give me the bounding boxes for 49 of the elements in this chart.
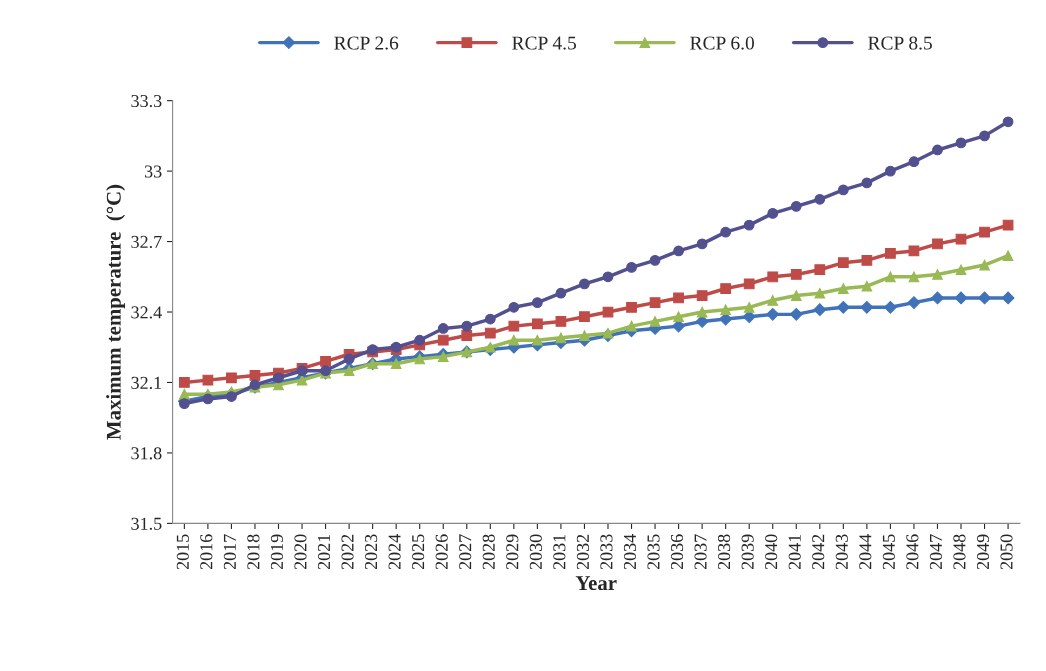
legend-label: RCP 2.6 — [334, 36, 399, 50]
x-tick-label: 2035 — [647, 534, 660, 570]
x-tick-label: 2027 — [459, 534, 472, 570]
x-tick-label: 2018 — [247, 534, 260, 570]
x-tick-label: 2028 — [482, 534, 495, 570]
x-tick-label: 2026 — [435, 534, 448, 570]
y-axis-title: Maximum temperature (°C) — [106, 184, 126, 440]
legend-label: RCP 4.5 — [512, 36, 577, 50]
x-tick-label: 2029 — [506, 534, 519, 570]
y-tick-label: 32.1 — [131, 376, 162, 389]
y-tick-label: 32.7 — [131, 235, 162, 249]
x-tick-label: 2021 — [317, 534, 331, 570]
x-tick-label: 2030 — [529, 534, 542, 570]
x-tick-label: 2048 — [953, 534, 966, 570]
y-tick-label: 33.3 — [131, 94, 162, 108]
x-tick-label: 2038 — [718, 534, 731, 570]
x-tick-label: 2041 — [788, 534, 801, 570]
x-tick-label: 2015 — [176, 534, 189, 570]
legend-label: RCP 8.5 — [868, 36, 932, 50]
x-tick-label: 2025 — [412, 534, 425, 570]
x-tick-label: 2020 — [294, 534, 307, 570]
y-tick-label: 32.4 — [131, 306, 162, 319]
x-tick-label: 2050 — [1000, 534, 1013, 570]
x-tick-label: 2036 — [670, 534, 684, 570]
x-tick-label: 2045 — [882, 534, 895, 570]
x-tick-label: 2017 — [223, 534, 236, 570]
y-tick-label: 31.8 — [131, 447, 162, 460]
legend-label: RCP 6.0 — [690, 36, 754, 50]
x-tick-label: 2049 — [976, 534, 990, 570]
x-axis-title: Year — [575, 576, 617, 591]
x-tick-label: 2019 — [270, 534, 284, 570]
x-tick-label: 2033 — [600, 534, 613, 570]
y-tick-label: 31.5 — [131, 517, 162, 530]
x-tick-label: 2040 — [765, 534, 778, 570]
x-tick-label: 2016 — [200, 534, 213, 570]
x-tick-label: 2031 — [553, 534, 566, 570]
x-tick-label: 2043 — [835, 534, 848, 570]
y-tick-label: 33 — [144, 165, 162, 178]
x-tick-label: 2047 — [929, 534, 942, 570]
x-tick-label: 2023 — [364, 534, 378, 570]
x-tick-label: 2024 — [388, 534, 401, 570]
x-tick-label: 2042 — [812, 534, 825, 570]
x-tick-label: 2032 — [576, 534, 589, 570]
x-tick-label: 2039 — [741, 534, 754, 570]
x-tick-label: 2044 — [859, 534, 872, 570]
x-tick-label: 2037 — [694, 534, 707, 570]
x-tick-label: 2034 — [623, 534, 637, 570]
x-tick-label: 2046 — [906, 534, 919, 570]
x-tick-label: 2022 — [341, 534, 354, 570]
